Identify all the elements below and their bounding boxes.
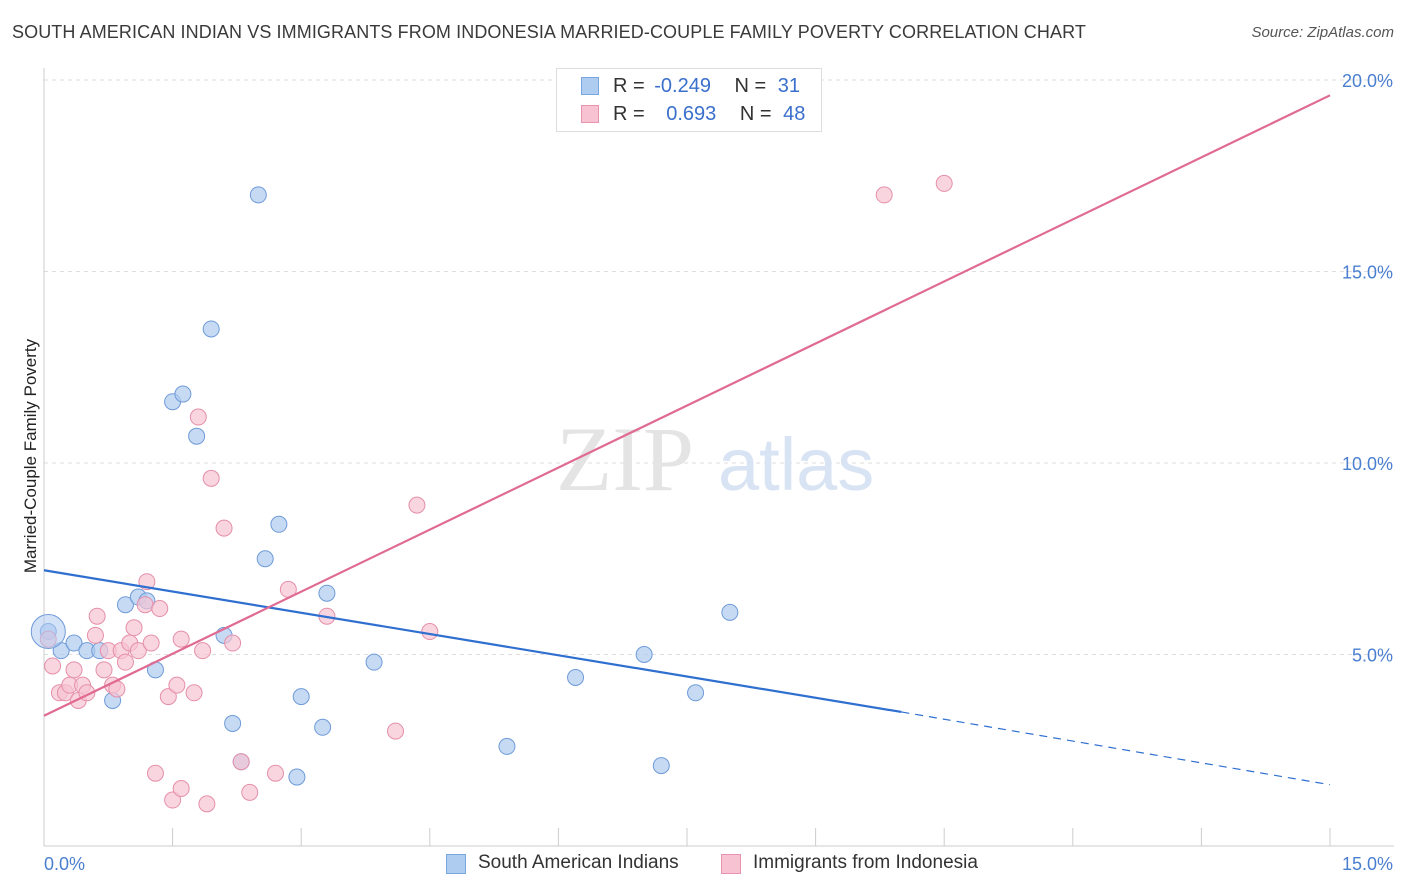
point-south-american <box>188 427 206 445</box>
source-label: Source: ZipAtlas.com <box>1251 24 1394 41</box>
point-indonesia <box>241 783 259 801</box>
point-indonesia <box>136 596 154 614</box>
point-south-american <box>292 688 310 706</box>
point-indonesia <box>935 174 953 192</box>
point-indonesia <box>215 519 233 537</box>
point-indonesia <box>146 764 164 782</box>
point-indonesia <box>168 676 186 694</box>
chart-title: SOUTH AMERICAN INDIAN VS IMMIGRANTS FROM… <box>12 22 1086 42</box>
legend-label: Immigrants from Indonesia <box>753 852 978 873</box>
point-indonesia <box>159 688 177 706</box>
n-value: 31 <box>777 75 801 97</box>
point-indonesia <box>189 408 207 426</box>
axes <box>43 68 1394 847</box>
n-value: 48 <box>783 103 806 125</box>
point-south-american <box>567 668 585 686</box>
point-indonesia <box>387 722 405 740</box>
y-tick-label: 5.0% <box>1352 646 1393 666</box>
point-south-american <box>288 768 306 786</box>
point-south-american <box>365 653 383 671</box>
trend-line-south-american-extrapolated <box>901 711 1331 786</box>
trend-lines <box>43 94 1331 786</box>
x-ticks <box>172 828 1331 846</box>
x-tick-label: 0.0% <box>44 854 85 874</box>
point-indonesia <box>142 634 160 652</box>
point-indonesia <box>65 661 83 679</box>
point-south-american <box>318 584 336 602</box>
n-label: N = <box>734 75 767 97</box>
point-south-american <box>174 385 192 403</box>
point-south-american-large <box>30 614 66 650</box>
y-tick-label: 10.0% <box>1342 454 1393 474</box>
point-south-american <box>249 186 267 204</box>
point-indonesia <box>232 753 250 771</box>
watermark-atlas: atlas <box>718 423 874 506</box>
grid-lines <box>44 79 1394 655</box>
y-axis-label: Married-Couple Family Poverty <box>21 338 40 573</box>
point-south-american <box>256 550 274 568</box>
point-indonesia <box>172 780 190 798</box>
point-south-american <box>116 596 134 614</box>
point-south-american <box>721 603 739 621</box>
point-indonesia <box>125 619 143 637</box>
point-indonesia <box>116 653 134 671</box>
point-indonesia <box>44 657 62 675</box>
point-indonesia <box>151 600 169 618</box>
trend-line-south-american <box>43 569 902 714</box>
point-indonesia <box>185 684 203 702</box>
point-south-american <box>687 684 705 702</box>
r-label: R = <box>613 103 645 125</box>
point-south-american <box>202 320 220 338</box>
n-label: N = <box>739 103 772 125</box>
point-south-american <box>65 634 83 652</box>
point-indonesia <box>129 642 147 660</box>
legend-swatch-pink <box>581 105 599 123</box>
point-south-american <box>498 737 516 755</box>
point-indonesia <box>408 496 426 514</box>
point-indonesia <box>194 642 212 660</box>
point-indonesia <box>266 764 284 782</box>
y-tick-label: 20.0% <box>1342 71 1393 91</box>
point-indonesia <box>224 634 242 652</box>
y-tick-label: 15.0% <box>1342 263 1393 283</box>
legend-swatch-pink <box>721 854 741 874</box>
point-indonesia <box>875 186 893 204</box>
legend-swatch-blue <box>581 77 599 95</box>
point-indonesia <box>421 623 439 641</box>
point-south-american <box>652 757 670 775</box>
point-south-american <box>314 718 332 736</box>
legend-label: South American Indians <box>478 852 679 873</box>
point-indonesia <box>198 795 216 813</box>
r-label: R = <box>613 75 645 97</box>
point-indonesia <box>202 469 220 487</box>
watermark: ZIP atlas <box>556 408 874 510</box>
point-indonesia <box>86 626 104 644</box>
legend-swatch-blue <box>446 854 466 874</box>
r-value: 0.693 <box>666 103 717 125</box>
r-value: -0.249 <box>654 75 711 97</box>
trend-line-indonesia <box>43 94 1331 717</box>
point-south-american <box>270 515 288 533</box>
correlation-legend: R = -0.249 N = 31 R = 0.693 N = 48 <box>556 68 822 132</box>
watermark-zip: ZIP <box>556 408 694 510</box>
point-indonesia <box>172 630 190 648</box>
point-indonesia <box>95 661 113 679</box>
point-indonesia <box>88 607 106 625</box>
x-tick-label: 15.0% <box>1342 854 1393 874</box>
data-points <box>30 174 953 813</box>
tick-labels: 5.0% 10.0% 15.0% 20.0% 0.0% 15.0% <box>44 71 1393 874</box>
point-indonesia <box>164 791 182 809</box>
point-south-american <box>224 714 242 732</box>
point-south-american <box>635 646 653 663</box>
